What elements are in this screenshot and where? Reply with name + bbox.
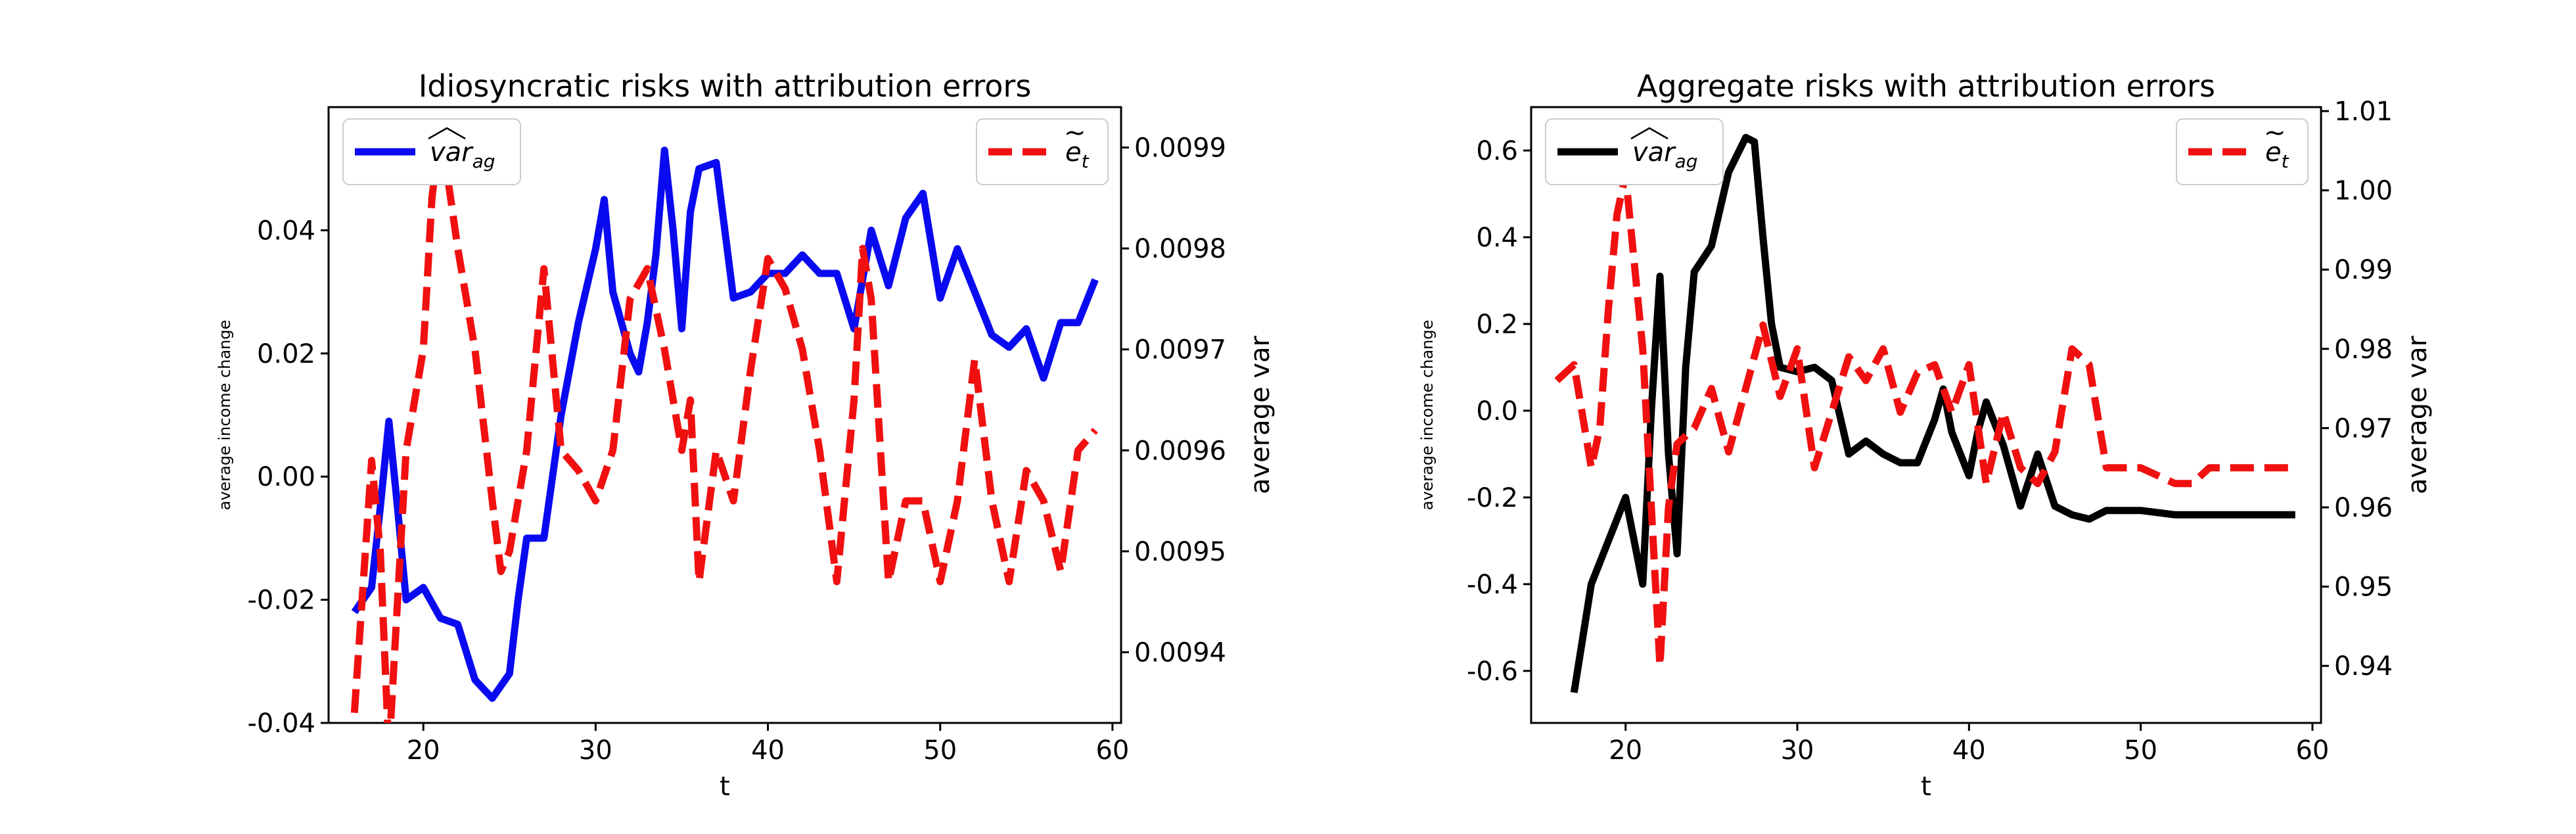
y2-tick-label: 0.0095 <box>1134 537 1226 567</box>
x-tick-label: 40 <box>751 735 785 766</box>
x-axis-label: t <box>720 772 730 802</box>
legend-right-tilde: ~ <box>1064 118 1086 148</box>
y2-tick-label: 1.00 <box>2334 176 2393 206</box>
legend-left <box>1545 118 1724 185</box>
y2-tick-label: 0.97 <box>2334 413 2393 444</box>
y2-tick-label: 1.01 <box>2334 97 2393 127</box>
x-tick-label: 60 <box>2295 735 2329 766</box>
x-tick-label: 30 <box>579 735 612 766</box>
x-tick-label: 20 <box>1609 735 1642 766</box>
y2-tick-label: 0.0097 <box>1134 335 1226 365</box>
y-tick-label: -0.02 <box>248 586 316 616</box>
x-tick-label: 40 <box>1952 735 1986 766</box>
chart-title: Idiosyncratic risks with attribution err… <box>419 68 1032 104</box>
x-tick-label: 60 <box>1095 735 1129 766</box>
series-e-t-line <box>1554 171 2295 670</box>
x-tick-label: 20 <box>407 735 440 766</box>
legend-left <box>342 118 521 185</box>
y-tick-label: 0.0 <box>1476 396 1518 427</box>
y2-axis-label: average var <box>1245 335 1276 494</box>
legend-left-label: varag <box>430 137 495 172</box>
y2-tick-label: 0.99 <box>2334 255 2393 285</box>
x-axis-label: t <box>1921 772 1931 802</box>
legend-left-hat <box>428 127 466 140</box>
legend-right-label: et <box>2265 137 2289 172</box>
series-var-ag-line <box>351 147 1099 702</box>
y2-tick-label: 0.0098 <box>1134 234 1226 264</box>
legend-left-hat <box>1630 127 1668 140</box>
y2-axis-label: average var <box>2403 335 2433 494</box>
y2-tick-label: 0.98 <box>2334 335 2393 365</box>
chart-title: Aggregate risks with attribution errors <box>1637 68 2215 104</box>
y-tick-label: -0.4 <box>1467 570 1518 600</box>
y-axis-label: average income change <box>216 320 234 511</box>
y-axis-label: average income change <box>1418 320 1437 511</box>
y-tick-label: 0.02 <box>257 339 315 369</box>
x-tick-label: 50 <box>2124 735 2157 766</box>
series-e-t-line <box>350 124 1098 723</box>
y-tick-label: 0.4 <box>1476 223 1518 253</box>
y-tick-label: 0.2 <box>1476 310 1518 340</box>
chart-aggregate: Aggregate risks with attribution errors 2… <box>1418 68 2433 802</box>
plot-frame <box>1530 106 2322 724</box>
y2-tick-label: 0.94 <box>2334 651 2393 682</box>
y-tick-label: -0.04 <box>248 708 316 739</box>
x-tick-label: 50 <box>923 735 957 766</box>
y-tick-label: -0.2 <box>1467 483 1518 513</box>
series-var-ag-line <box>1570 133 2295 693</box>
y2-tick-label: 0.0096 <box>1134 436 1226 466</box>
y-tick-label: -0.6 <box>1467 657 1518 687</box>
legend-left-label: varag <box>1632 137 1698 172</box>
y2-tick-label: 0.0099 <box>1134 133 1226 163</box>
legend-right-tilde: ~ <box>2264 118 2286 148</box>
x-tick-label: 30 <box>1781 735 1814 766</box>
y2-tick-label: 0.0094 <box>1134 637 1226 668</box>
legend-right-label: et <box>1065 137 1090 172</box>
y-tick-label: 0.04 <box>257 216 315 246</box>
chart-idiosyncratic: Idiosyncratic risks with attribution err… <box>216 68 1276 802</box>
y2-tick-label: 0.96 <box>2334 493 2393 523</box>
y-tick-label: 0.00 <box>257 462 315 492</box>
plot-frame <box>327 106 1122 724</box>
y-tick-label: 0.6 <box>1476 136 1518 166</box>
y2-tick-label: 0.95 <box>2334 572 2393 603</box>
